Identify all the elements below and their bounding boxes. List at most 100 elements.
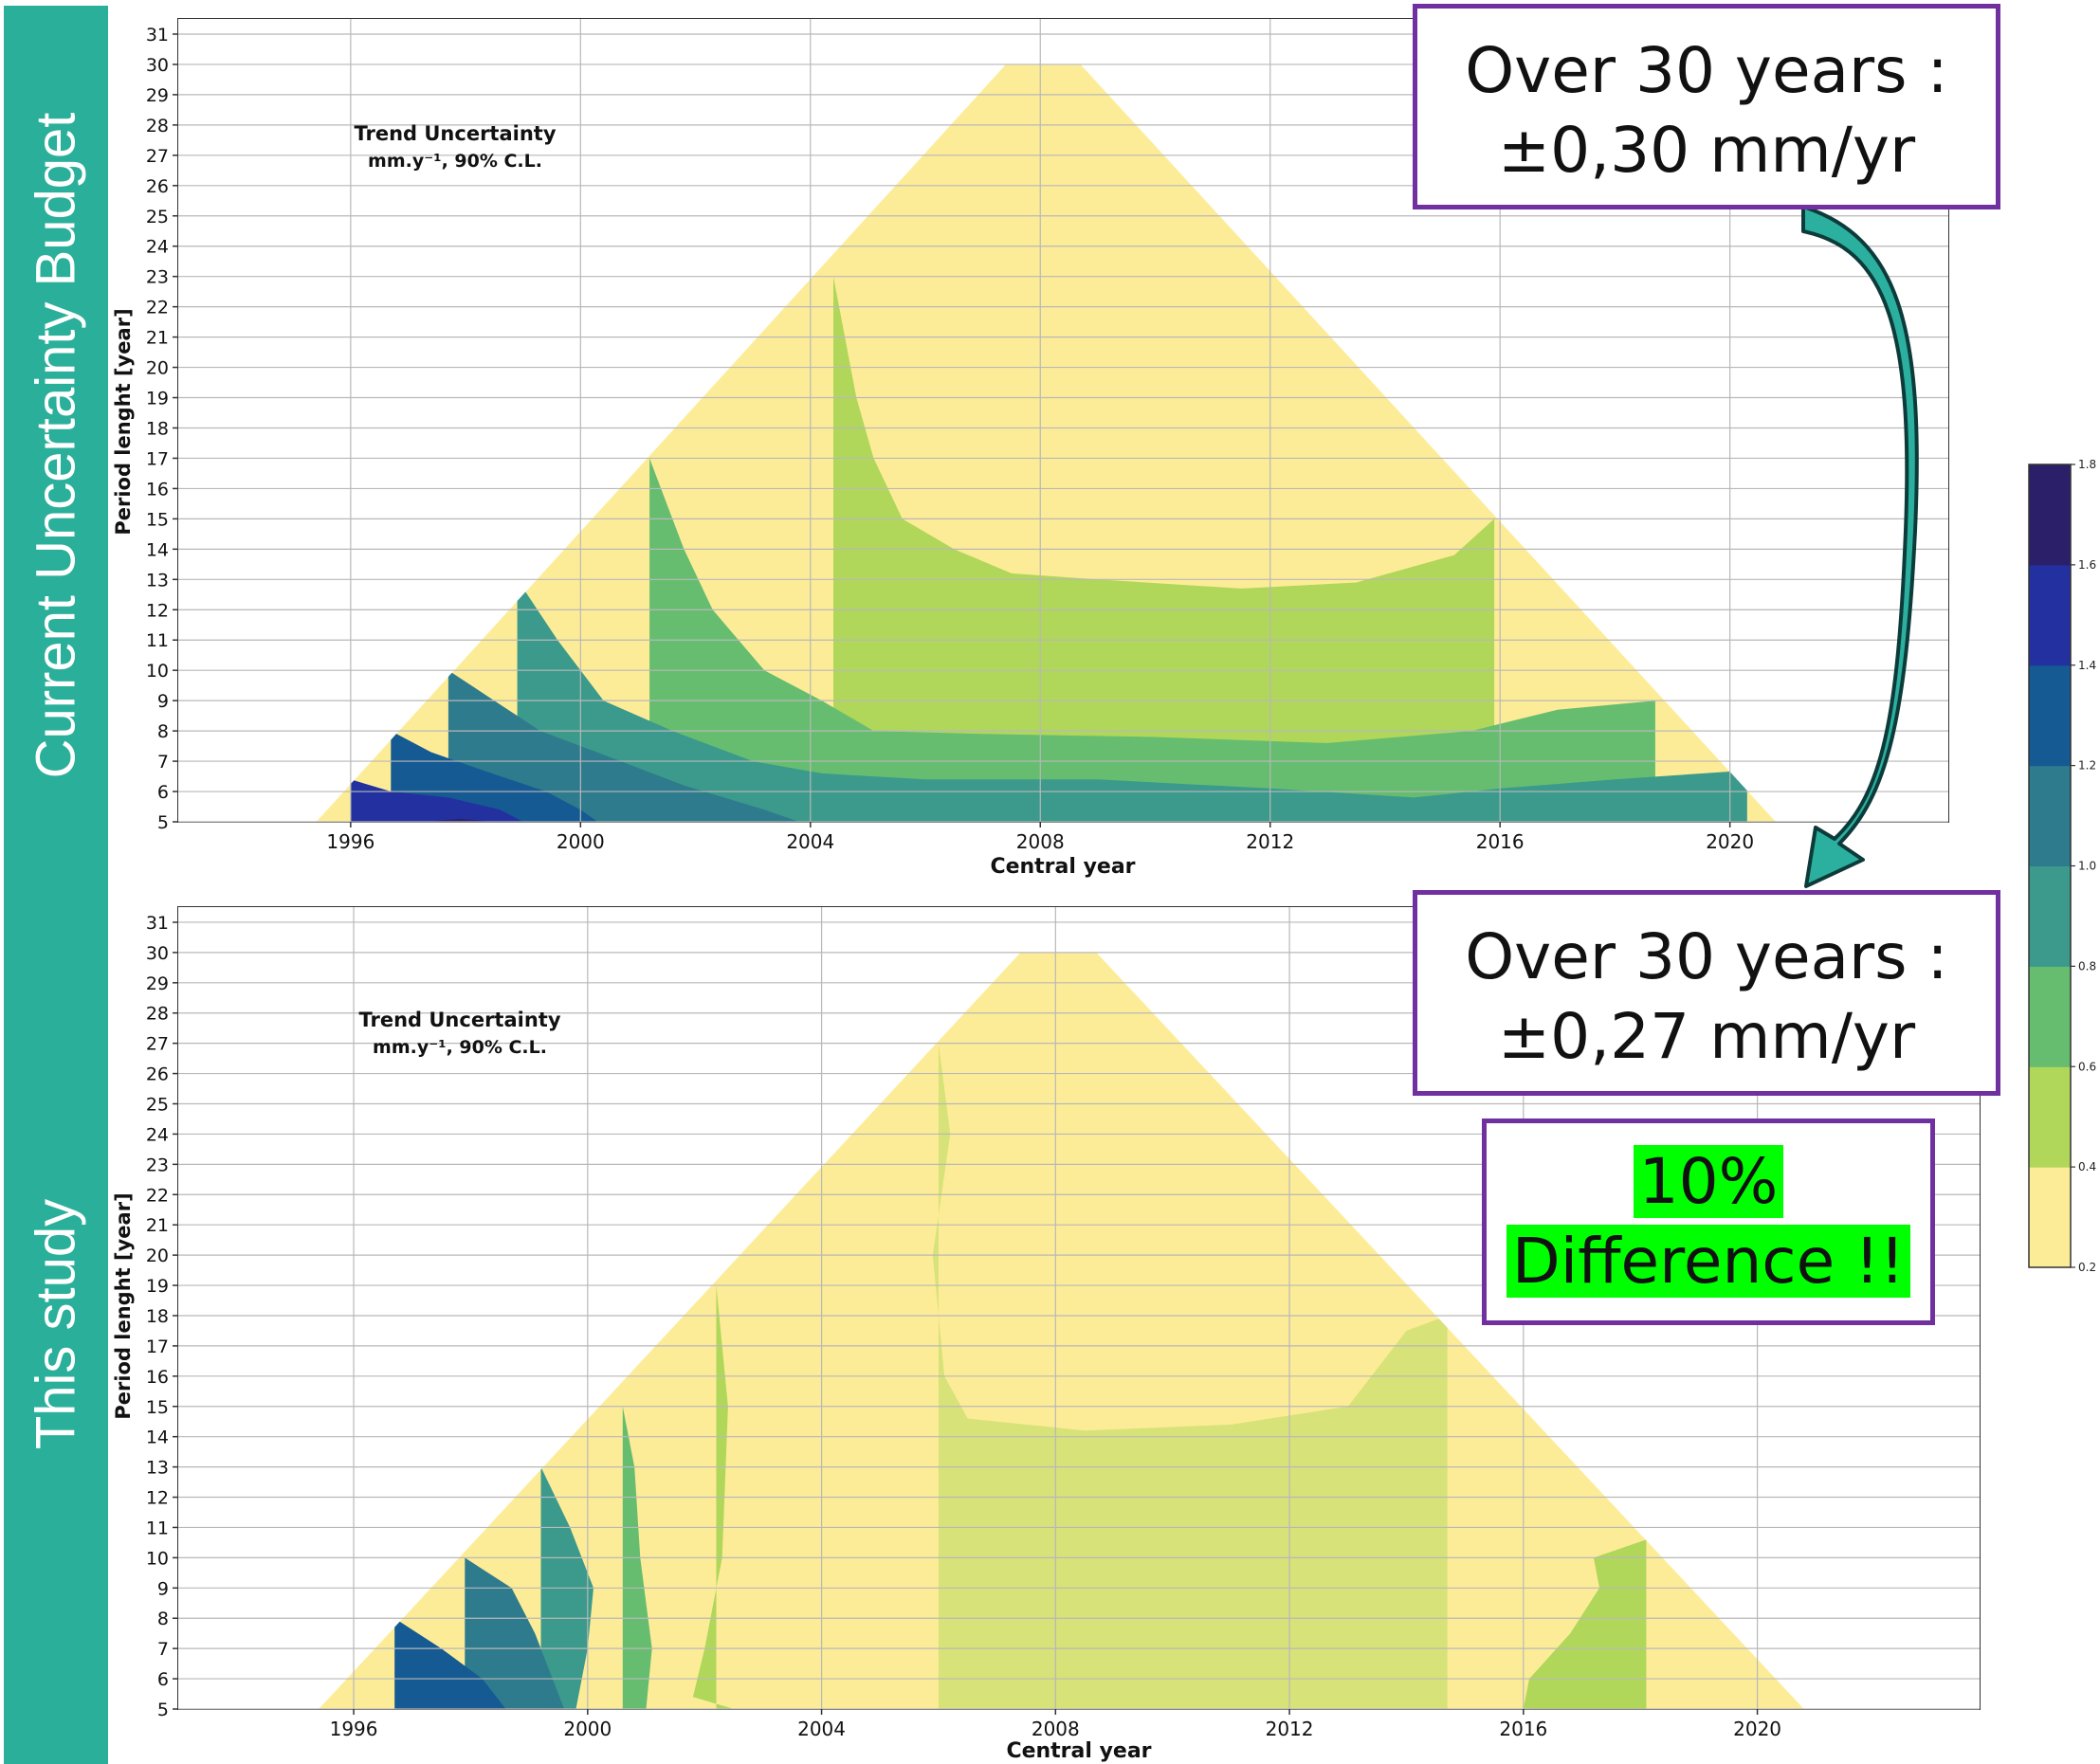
y-tick-label: 12 bbox=[146, 600, 169, 621]
y-tick-label: 24 bbox=[146, 237, 169, 258]
y-tick-label: 23 bbox=[146, 1155, 169, 1175]
colorbar-tick-label: 0.4 bbox=[2078, 1160, 2096, 1173]
x-tick-label: 2016 bbox=[1499, 1718, 1547, 1740]
x-tick-label: 2004 bbox=[786, 830, 834, 853]
x-tick-label: 2012 bbox=[1246, 830, 1294, 853]
contour-band-1-2 bbox=[394, 1618, 506, 1709]
chart-title-top: Trend Uncertainty bbox=[354, 122, 556, 145]
domain-mask bbox=[178, 907, 1980, 1709]
y-tick-label: 27 bbox=[146, 1034, 169, 1055]
y-tick-label: 5 bbox=[157, 1700, 169, 1720]
y-tick-label: 5 bbox=[157, 812, 169, 833]
y-tick-label: 6 bbox=[157, 1669, 169, 1690]
y-tick-label: 24 bbox=[146, 1124, 169, 1145]
y-tick-label: 10 bbox=[146, 661, 169, 682]
y-tick-label: 25 bbox=[146, 207, 169, 227]
sidebar-panel-bottom: This study bbox=[4, 884, 108, 1764]
y-tick-label: 13 bbox=[146, 1458, 169, 1479]
x-tick-label: 2020 bbox=[1706, 830, 1754, 853]
y-tick-label: 29 bbox=[146, 85, 169, 106]
grid-top bbox=[178, 19, 1948, 823]
x-tick-label: 2016 bbox=[1476, 830, 1525, 853]
y-tick-label: 16 bbox=[146, 479, 169, 500]
y-tick-label: 8 bbox=[157, 1609, 169, 1629]
y-tick-label: 31 bbox=[146, 25, 169, 45]
contour-band-1 bbox=[447, 670, 799, 822]
y-tick-label: 16 bbox=[146, 1367, 169, 1388]
contour-band-0-3 bbox=[932, 1043, 1448, 1709]
x-tick-label: 2012 bbox=[1266, 1718, 1314, 1740]
y-tick-label: 20 bbox=[146, 1246, 169, 1266]
x-tick-label: 2020 bbox=[1733, 1718, 1781, 1740]
y-tick-label: 7 bbox=[157, 1639, 169, 1660]
x-tick-label: 2004 bbox=[797, 1718, 846, 1740]
callout-bottom-line1: Over 30 years : bbox=[1465, 920, 1948, 993]
x-axis-label-bottom: Central year bbox=[1006, 1739, 1151, 1763]
colorbar-segment bbox=[2029, 1167, 2071, 1268]
y-tick-label: 26 bbox=[146, 176, 169, 197]
colorbar-tick-label: 0.6 bbox=[2078, 1060, 2096, 1073]
y-tick-label: 6 bbox=[157, 782, 169, 803]
y-tick-label: 20 bbox=[146, 358, 169, 379]
colorbar-segment bbox=[2029, 1066, 2071, 1168]
colorbar-tick-label: 0.2 bbox=[2078, 1261, 2096, 1274]
contour-fills-bottom bbox=[178, 907, 1980, 1709]
colorbar-tick-label: 1.0 bbox=[2078, 860, 2096, 873]
y-tick-label: 13 bbox=[146, 570, 169, 591]
colorbar-tick-label: 1.6 bbox=[2078, 558, 2096, 572]
x-tick-label: 2000 bbox=[557, 830, 605, 853]
x-tick-label: 1996 bbox=[330, 1718, 378, 1740]
domain-mask bbox=[178, 19, 1948, 822]
y-tick-label: 15 bbox=[146, 1397, 169, 1418]
sidebar-label-top: Current Uncertainty Budget bbox=[25, 112, 87, 778]
contour-band-0-4 bbox=[1523, 1539, 1647, 1709]
callout-difference: 10% Difference !! bbox=[1482, 1118, 1935, 1325]
callout-top-line2: ±0,30 mm/yr bbox=[1497, 114, 1916, 187]
contour-band-1-4 bbox=[350, 779, 523, 822]
contour-band-1-6 bbox=[425, 818, 495, 822]
y-tick-label: 18 bbox=[146, 418, 169, 439]
y-tick-label: 9 bbox=[157, 691, 169, 712]
y-tick-label: 28 bbox=[146, 116, 169, 136]
y-tick-label: 31 bbox=[146, 913, 169, 934]
difference-label: Difference !! bbox=[1506, 1225, 1911, 1298]
y-tick-label: 19 bbox=[146, 389, 169, 409]
callout-bottom-line2: ±0,27 mm/yr bbox=[1497, 1000, 1916, 1073]
y-tick-label: 29 bbox=[146, 973, 169, 994]
y-axis-label-top: Period lenght [year] bbox=[112, 308, 135, 535]
y-axis-label-bottom: Period lenght [year] bbox=[112, 1192, 135, 1419]
callout-top-line1: Over 30 years : bbox=[1465, 34, 1948, 107]
y-tick-label: 15 bbox=[146, 509, 169, 530]
colorbar-segment bbox=[2029, 865, 2071, 967]
y-tick-label: 27 bbox=[146, 146, 169, 167]
y-tick-label: 28 bbox=[146, 1004, 169, 1025]
y-tick-label: 14 bbox=[146, 1428, 169, 1448]
difference-percent: 10% bbox=[1633, 1145, 1784, 1218]
chart-title-bottom: Trend Uncertainty bbox=[358, 1009, 560, 1031]
y-tick-label: 11 bbox=[146, 630, 169, 651]
y-tick-label: 18 bbox=[146, 1306, 169, 1327]
sidebar-panel-top: Current Uncertainty Budget bbox=[4, 6, 108, 884]
chart-subtitle-bottom: mm.y⁻¹, 90% C.L. bbox=[373, 1037, 547, 1058]
sidebar-label-bottom: This study bbox=[25, 1198, 87, 1450]
colorbar-tick-label: 1.4 bbox=[2078, 659, 2096, 672]
colorbar-segment bbox=[2029, 664, 2071, 767]
y-tick-label: 22 bbox=[146, 298, 169, 318]
ticks-top: 5 6 7 8 9 10 11 12 13 14 15 16 17 18 19 20 21 22 23 24 25 26 2… bbox=[146, 25, 1754, 853]
y-tick-label: 9 bbox=[157, 1578, 169, 1599]
y-tick-label: 11 bbox=[146, 1518, 169, 1538]
y-tick-label: 17 bbox=[146, 1337, 169, 1357]
contour-fills-top bbox=[178, 19, 1948, 822]
y-tick-label: 30 bbox=[146, 55, 169, 76]
colorbar-tick-label: 1.2 bbox=[2078, 759, 2096, 773]
callout-bottom: Over 30 years : ±0,27 mm/yr bbox=[1413, 890, 2000, 1096]
colorbar-tick-label: 1.8 bbox=[2078, 458, 2096, 471]
y-tick-label: 17 bbox=[146, 448, 169, 469]
y-tick-label: 25 bbox=[146, 1095, 169, 1116]
contour-band-0-4 bbox=[692, 1285, 734, 1709]
colorbar-segment bbox=[2029, 564, 2071, 666]
y-tick-label: 12 bbox=[146, 1488, 169, 1509]
y-tick-label: 21 bbox=[146, 1215, 169, 1236]
y-tick-label: 21 bbox=[146, 328, 169, 349]
colorbar-segment bbox=[2029, 765, 2071, 866]
